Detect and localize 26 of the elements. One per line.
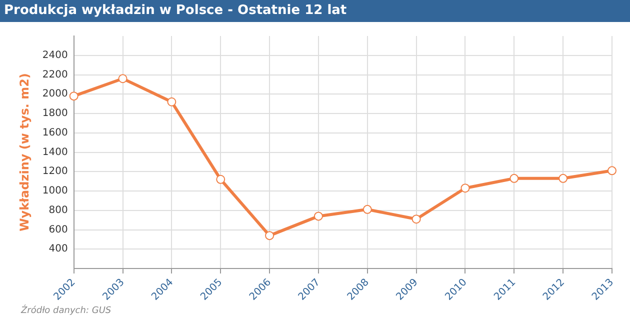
- y-tick-label: 2200: [42, 69, 68, 80]
- y-tick-label: 800: [48, 204, 68, 216]
- y-tick-label: 1000: [42, 186, 68, 197]
- y-tick-label: 2000: [42, 88, 68, 100]
- chart-title: Produkcja wykładzin w Polsce - Ostatnie 12 lat: [0, 0, 630, 22]
- point: [118, 74, 128, 84]
- point: [608, 166, 616, 176]
- text: Źródło danych: GUS: [21, 306, 112, 316]
- point: [314, 212, 323, 221]
- y-tick-label: 1400: [42, 146, 68, 158]
- y-tick-label: 1200: [42, 166, 68, 178]
- point: [510, 174, 519, 183]
- point: [167, 97, 176, 106]
- point: [216, 174, 226, 184]
- y-tick-label: 1800: [42, 108, 68, 120]
- y-tick-label: 600: [48, 224, 68, 236]
- y-tick-label: 2400: [42, 50, 68, 61]
- y-axis-title: Wykładziny (w tys. m2): [17, 73, 32, 232]
- point: [69, 92, 78, 101]
- point: [412, 214, 421, 224]
- y-tick-label: 400: [48, 244, 68, 255]
- point: [460, 184, 470, 193]
- point: [558, 174, 568, 183]
- point: [265, 231, 274, 240]
- y-tick-label: 1600: [42, 127, 68, 138]
- point: [362, 204, 372, 214]
